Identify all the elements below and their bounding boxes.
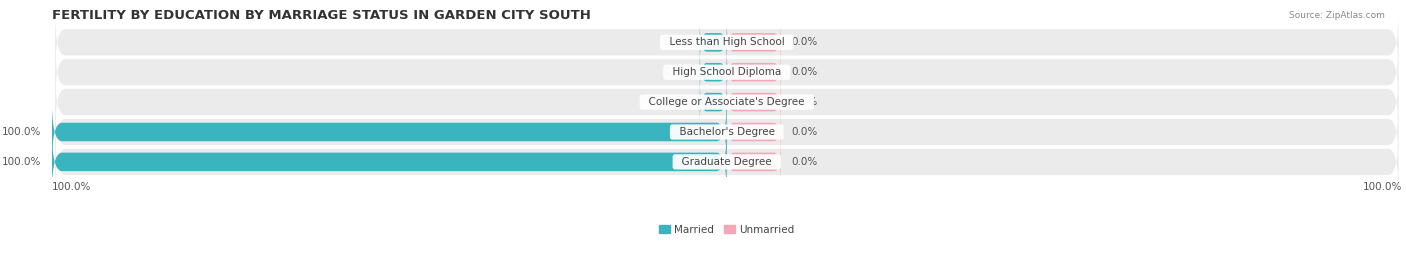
Text: Less than High School: Less than High School: [662, 37, 792, 47]
Text: FERTILITY BY EDUCATION BY MARRIAGE STATUS IN GARDEN CITY SOUTH: FERTILITY BY EDUCATION BY MARRIAGE STATU…: [52, 9, 591, 22]
FancyBboxPatch shape: [727, 22, 780, 63]
FancyBboxPatch shape: [700, 52, 727, 93]
Text: 100.0%: 100.0%: [52, 182, 91, 192]
FancyBboxPatch shape: [727, 141, 780, 182]
Text: College or Associate's Degree: College or Associate's Degree: [643, 97, 811, 107]
FancyBboxPatch shape: [55, 130, 1399, 194]
Text: 0.0%: 0.0%: [664, 37, 690, 47]
FancyBboxPatch shape: [700, 22, 727, 63]
Text: 100.0%: 100.0%: [3, 127, 42, 137]
FancyBboxPatch shape: [727, 82, 780, 123]
Text: Graduate Degree: Graduate Degree: [675, 157, 779, 167]
Text: 0.0%: 0.0%: [792, 157, 817, 167]
FancyBboxPatch shape: [52, 96, 727, 168]
Text: Bachelor's Degree: Bachelor's Degree: [672, 127, 780, 137]
Text: 100.0%: 100.0%: [1362, 182, 1402, 192]
FancyBboxPatch shape: [55, 10, 1399, 74]
Text: 0.0%: 0.0%: [664, 97, 690, 107]
FancyBboxPatch shape: [700, 82, 727, 123]
FancyBboxPatch shape: [55, 41, 1399, 104]
FancyBboxPatch shape: [55, 70, 1399, 134]
FancyBboxPatch shape: [727, 111, 780, 153]
Text: 0.0%: 0.0%: [792, 37, 817, 47]
FancyBboxPatch shape: [727, 52, 780, 93]
FancyBboxPatch shape: [52, 126, 727, 197]
Text: Source: ZipAtlas.com: Source: ZipAtlas.com: [1289, 11, 1385, 20]
Text: 0.0%: 0.0%: [792, 67, 817, 77]
Text: 0.0%: 0.0%: [792, 127, 817, 137]
Text: 100.0%: 100.0%: [3, 157, 42, 167]
FancyBboxPatch shape: [55, 100, 1399, 164]
Legend: Married, Unmarried: Married, Unmarried: [655, 221, 799, 239]
Text: High School Diploma: High School Diploma: [666, 67, 787, 77]
Text: 0.0%: 0.0%: [664, 67, 690, 77]
Text: 0.0%: 0.0%: [792, 97, 817, 107]
